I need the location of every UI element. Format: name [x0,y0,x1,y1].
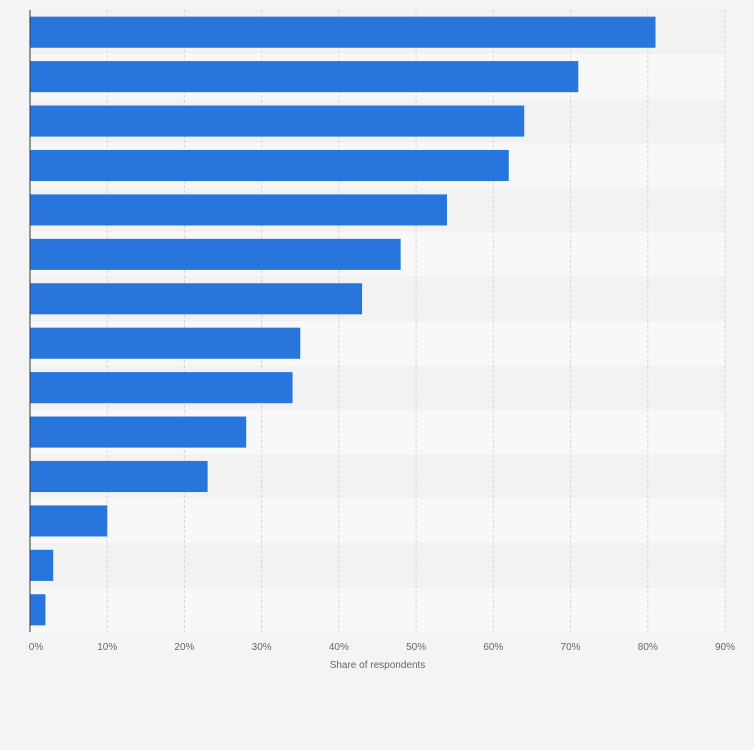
row-band [30,587,725,632]
x-axis-ticks: 0% 10% 20% 30% 40% 50% 60% 70% 80% 90% [29,642,735,653]
row-band [30,498,725,544]
x-tick-label: 30% [252,642,272,653]
x-tick-label: 40% [329,642,349,653]
x-tick-label: 70% [561,642,581,653]
row-band [30,543,725,588]
bars [30,16,656,626]
bar[interactable] [30,283,363,315]
x-tick-label: 50% [406,642,426,653]
bar[interactable] [30,16,656,48]
bar[interactable] [30,594,46,626]
x-tick-label: 20% [174,642,194,653]
bar[interactable] [30,549,54,581]
x-tick-label: 90% [715,642,735,653]
x-tick-label: 80% [638,642,658,653]
bar[interactable] [30,105,525,137]
bar[interactable] [30,327,301,359]
bar[interactable] [30,372,293,404]
x-tick-label: 0% [29,642,44,653]
x-tick-label: 10% [97,642,117,653]
row-bands [30,10,725,632]
x-axis-title: Share of respondents [330,660,426,671]
bar[interactable] [30,194,447,226]
bar[interactable] [30,238,401,270]
gridlines [106,10,726,632]
bar[interactable] [30,149,509,182]
bar[interactable] [30,460,208,493]
bar[interactable] [30,416,247,448]
x-tick-label: 60% [483,642,503,653]
bar[interactable] [30,61,579,93]
bar[interactable] [30,505,108,537]
